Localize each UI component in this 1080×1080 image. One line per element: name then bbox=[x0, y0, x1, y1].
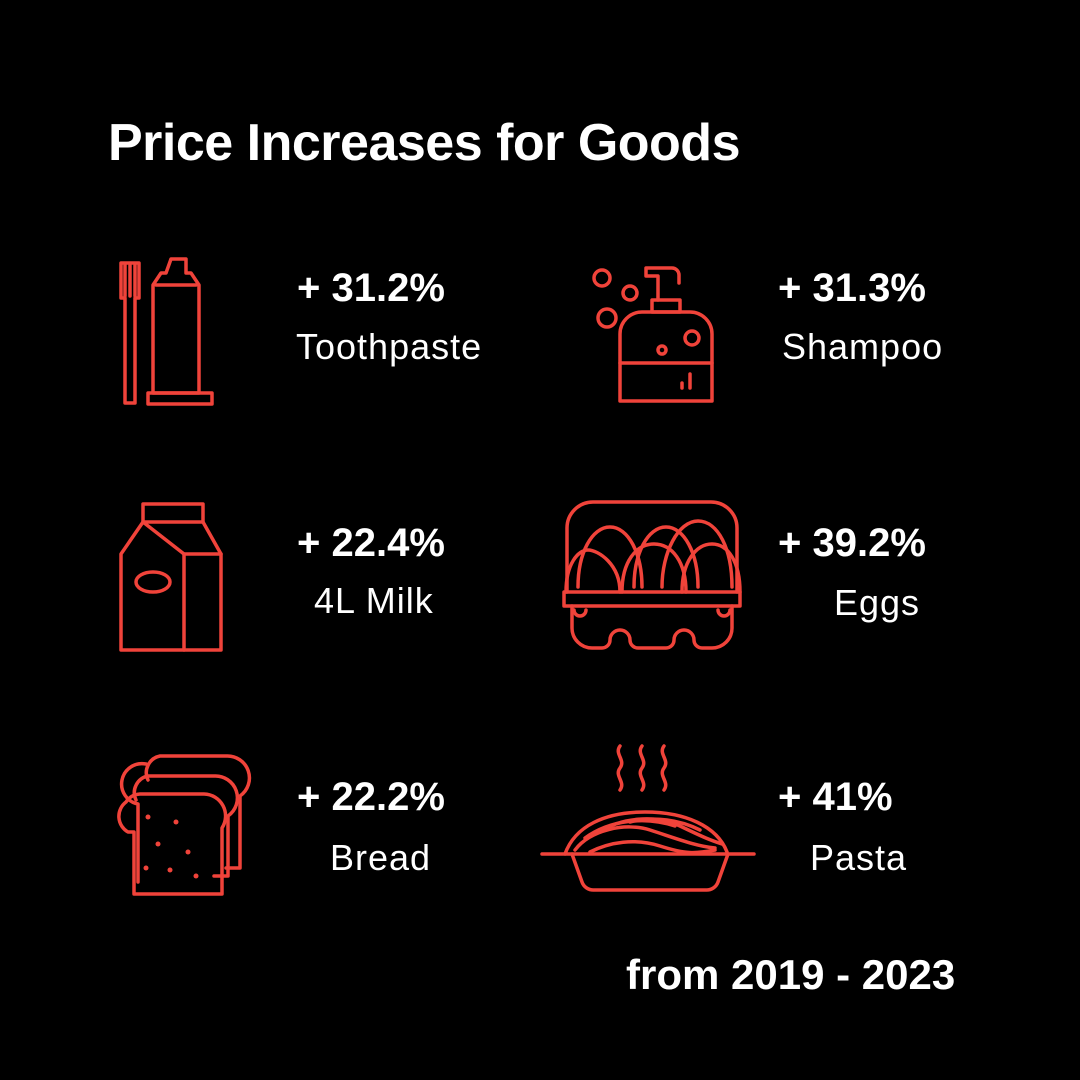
bread-icon bbox=[117, 752, 253, 897]
item-percent: + 22.2% bbox=[297, 775, 445, 819]
item-name: 4L Milk bbox=[314, 580, 434, 621]
milk-carton-icon bbox=[118, 500, 228, 655]
item-name: Toothpaste bbox=[296, 326, 483, 367]
item-name: Pasta bbox=[810, 837, 908, 878]
shampoo-icon bbox=[590, 258, 720, 408]
item-percent: + 39.2% bbox=[778, 521, 926, 565]
item-percent: + 22.4% bbox=[297, 521, 445, 565]
item-percent: + 31.2% bbox=[297, 266, 445, 310]
item-name: Eggs bbox=[834, 582, 921, 623]
item-percent: + 31.3% bbox=[778, 266, 926, 310]
chart-title: Price Increases for Goods bbox=[108, 114, 741, 172]
item-name: Bread bbox=[330, 837, 432, 878]
item-name: Shampoo bbox=[782, 326, 944, 367]
pasta-icon bbox=[540, 742, 760, 897]
item-percent: + 41% bbox=[778, 775, 893, 819]
toothpaste-icon bbox=[116, 255, 216, 410]
date-range-footer: from 2019 - 2023 bbox=[626, 951, 956, 998]
egg-carton-icon bbox=[562, 500, 742, 655]
